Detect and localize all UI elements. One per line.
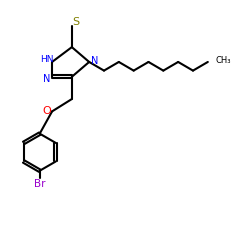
Text: Br: Br bbox=[34, 178, 46, 188]
Text: HN: HN bbox=[40, 56, 54, 64]
Text: S: S bbox=[72, 18, 79, 28]
Text: N: N bbox=[91, 56, 98, 66]
Text: CH₃: CH₃ bbox=[215, 56, 231, 65]
Text: N: N bbox=[43, 74, 50, 84]
Text: O: O bbox=[42, 106, 51, 117]
